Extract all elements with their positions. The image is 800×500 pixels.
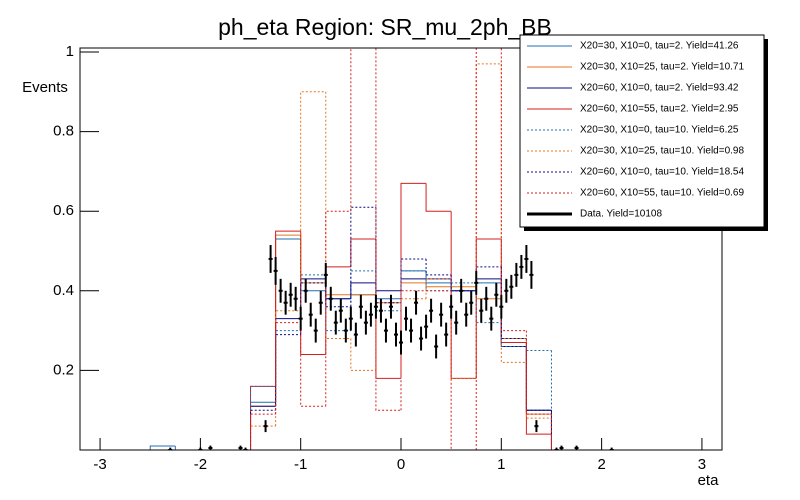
plot-area <box>100 48 702 450</box>
x-tick-label: 0 <box>397 456 405 473</box>
histogram-bin <box>174 446 201 450</box>
histogram-bin <box>275 310 301 427</box>
legend-label: X20=30, X10=25, tau=2. Yield=10.71 <box>580 62 744 73</box>
histogram-bin <box>450 274 477 292</box>
histogram-bin <box>475 266 502 291</box>
y-tick-label: 0.6 <box>53 202 74 219</box>
histogram-bin <box>275 330 301 387</box>
histogram-bin <box>300 91 326 311</box>
histogram-bin <box>275 322 301 415</box>
histogram-bin <box>500 322 527 348</box>
histogram-bin <box>450 290 477 450</box>
histogram-bin <box>300 322 326 407</box>
histogram-bin <box>525 330 552 415</box>
histogram-bin <box>450 282 477 291</box>
histogram-bin <box>425 183 452 212</box>
histogram-bin <box>149 445 176 450</box>
chart-title: ph_eta Region: SR_mu_2ph_BB <box>218 14 552 40</box>
y-tick-label: 1 <box>66 43 74 60</box>
legend-label: X20=60, X10=0, tau=10. Yield=18.54 <box>580 167 744 178</box>
histogram-bin <box>525 342 552 435</box>
histogram-bin <box>350 338 376 371</box>
x-tick-label: 1 <box>497 456 505 473</box>
histogram-bin <box>525 362 552 419</box>
histogram-bin <box>525 338 552 411</box>
histogram-bin <box>550 350 577 450</box>
x-axis-label: eta <box>698 472 720 489</box>
legend-label: X20=30, X10=25, tau=10. Yield=0.98 <box>580 146 744 157</box>
histogram-bin <box>500 266 527 340</box>
histogram-bin <box>250 413 276 450</box>
histogram-bin <box>300 274 326 331</box>
legend-label: X20=60, X10=55, tau=2. Yield=2.95 <box>580 104 739 115</box>
y-tick-label: 0.8 <box>53 123 74 140</box>
histogram-bin <box>375 207 401 304</box>
legend: X20=30, X10=0, tau=2. Yield=41.26 X20=30,… <box>519 34 768 231</box>
histogram-bin <box>425 278 452 299</box>
histogram-bin <box>350 206 376 307</box>
histogram-bin <box>300 231 326 355</box>
histogram-bin <box>350 270 376 331</box>
histogram-bin <box>325 274 351 332</box>
x-tick-label: 3 <box>698 456 706 473</box>
y-axis-label: Events <box>22 79 68 96</box>
histogram-bin <box>275 230 301 387</box>
histogram-bin <box>400 290 427 411</box>
histogram-bin <box>475 238 502 379</box>
y-tick-label: 0.4 <box>53 282 74 299</box>
legend-label: X20=60, X10=0, tau=2. Yield=93.42 <box>580 83 739 94</box>
x-tick-label: -2 <box>194 456 207 473</box>
histogram-bin <box>375 48 401 411</box>
legend-label: X20=30, X10=0, tau=2. Yield=41.26 <box>580 41 739 52</box>
legend-label: X20=60, X10=55, tau=10. Yield=0.69 <box>580 188 744 199</box>
x-tick-label: 2 <box>597 456 605 473</box>
x-tick-label: -1 <box>294 456 307 473</box>
legend-label: X20=30, X10=0, tau=10. Yield=6.25 <box>580 125 739 136</box>
histogram-bin <box>325 282 351 308</box>
legend-label: Data. Yield=10108 <box>580 209 662 220</box>
histogram-bin <box>425 258 452 276</box>
y-tick-label: 0.2 <box>53 361 74 378</box>
x-tick-label: -3 <box>93 456 106 473</box>
histogram-bin <box>400 258 427 303</box>
histogram-bin <box>325 210 351 407</box>
